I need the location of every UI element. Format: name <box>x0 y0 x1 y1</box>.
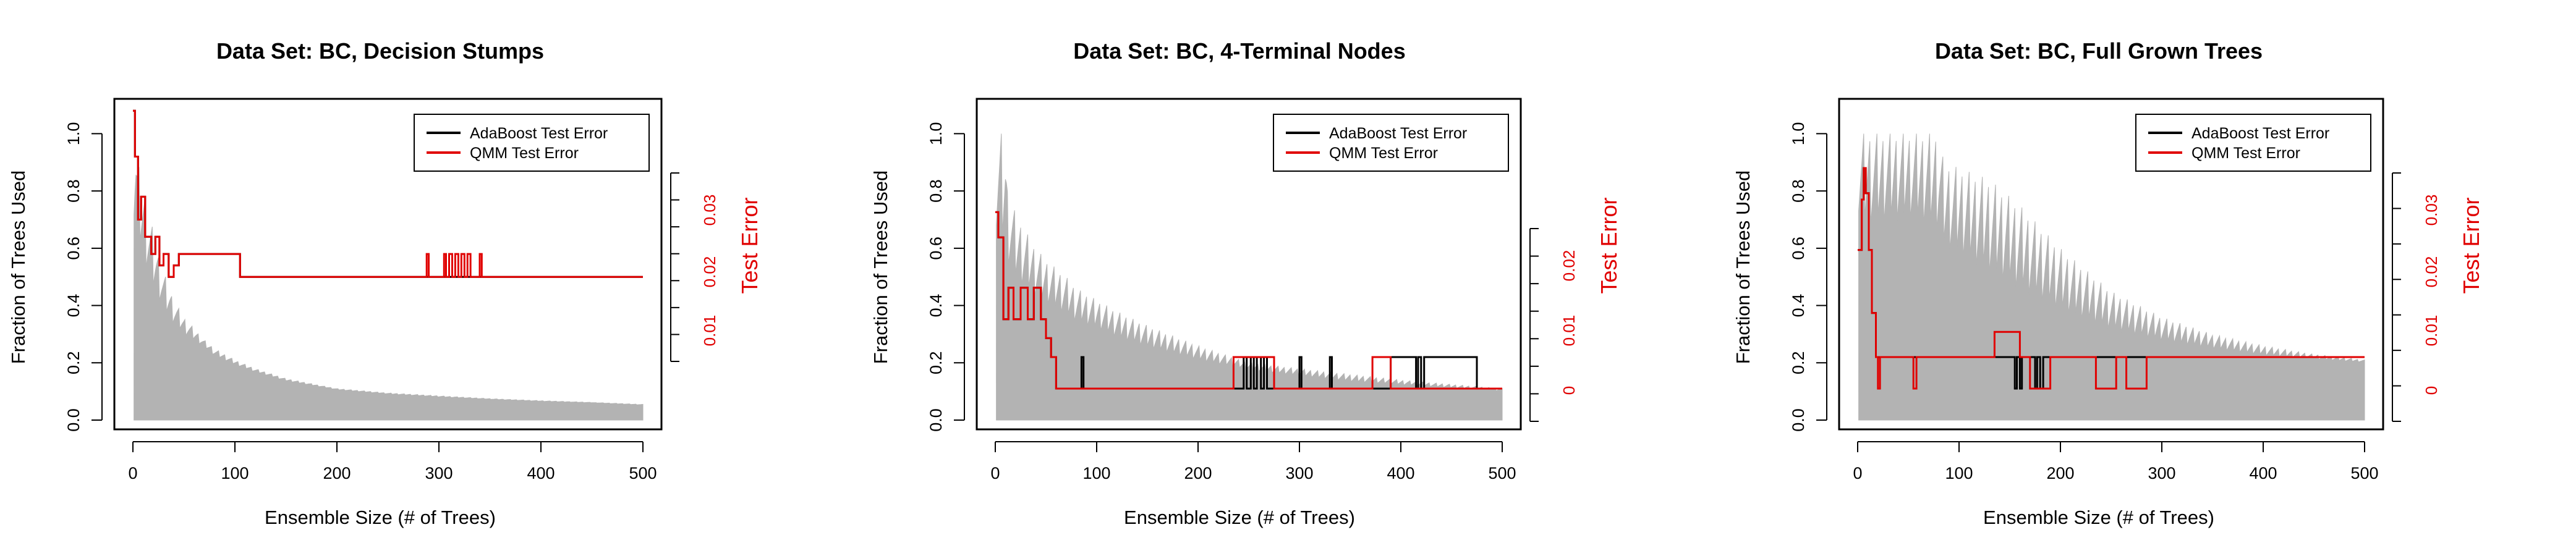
y-tick-label: 1.0 <box>1789 122 1808 146</box>
y2-tick-label: 0.01 <box>700 315 719 347</box>
y-tick-label: 0.2 <box>64 351 83 374</box>
y-tick-label: 0.0 <box>64 408 83 432</box>
x-tick-label: 300 <box>2148 464 2175 482</box>
chart-panel-2: Data Set: BC, 4-Terminal Nodes 0 100 200 300… <box>870 38 1622 528</box>
x-axis-label: Ensemble Size (# of Trees) <box>265 507 496 528</box>
legend-box <box>1273 114 1509 172</box>
y-tick-label: 0.2 <box>1789 351 1808 374</box>
y-tick-label: 0.6 <box>927 237 945 260</box>
y-tick-label: 0.8 <box>64 179 83 203</box>
y-tick-label: 0.4 <box>64 294 83 318</box>
y-tick-label: 0.8 <box>1789 179 1808 203</box>
y-tick-label: 0.4 <box>927 294 945 318</box>
y2-tick-label: 0 <box>1560 386 1578 395</box>
x-tick-label: 300 <box>425 464 453 482</box>
y-tick-label: 0.2 <box>927 351 945 374</box>
y-tick-label: 0.0 <box>1789 408 1808 432</box>
x-tick-label: 400 <box>2249 464 2277 482</box>
y2-tick-label: 0.03 <box>700 195 719 226</box>
legend-label: QMM Test Error <box>470 145 579 162</box>
x-tick-label: 500 <box>1488 464 1516 482</box>
chart-panel-3: Data Set: BC, Full Grown Trees 0 100 200 300… <box>1732 38 2484 528</box>
x-tick-label: 500 <box>2350 464 2378 482</box>
y2-tick-label: 0.03 <box>2422 195 2441 226</box>
x-tick-label: 200 <box>1184 464 1212 482</box>
plot-area <box>1858 133 2365 421</box>
x-tick-label: 300 <box>1285 464 1313 482</box>
x-tick-label: 0 <box>128 464 137 482</box>
x-tick-label: 200 <box>323 464 351 482</box>
qmm-error-line <box>1858 167 2365 390</box>
y2-tick-label: 0.01 <box>2422 315 2441 347</box>
y-tick-label: 0.6 <box>1789 237 1808 260</box>
x-tick-label: 100 <box>1945 464 1973 482</box>
x-tick-label: 400 <box>527 464 555 482</box>
plot-frame <box>976 98 1522 431</box>
y-axis-label: Fraction of Trees Used <box>7 171 29 364</box>
fraction-trees-area <box>996 133 1503 421</box>
y-tick-label: 1.0 <box>64 122 83 146</box>
chart-title: Data Set: BC, Decision Stumps <box>216 38 544 64</box>
y2-axis-label: Test Error <box>1596 197 1622 293</box>
x-axis-label: Ensemble Size (# of Trees) <box>1983 507 2214 528</box>
fraction-trees-area <box>134 167 644 421</box>
y-tick-label: 0.4 <box>1789 294 1808 318</box>
y2-tick-label: 0.02 <box>700 256 719 288</box>
plot-frame <box>113 98 663 431</box>
legend-label: QMM Test Error <box>2191 145 2300 162</box>
x-tick-label: 0 <box>990 464 1000 482</box>
chart-title: Data Set: BC, 4-Terminal Nodes <box>1073 38 1405 64</box>
legend-box <box>414 114 650 172</box>
x-tick-label: 100 <box>1082 464 1110 482</box>
chart-panel-1: Data Set: BC, Decision Stumps 0 100 200 300 4… <box>7 38 762 528</box>
x-tick-label: 0 <box>1853 464 1862 482</box>
qmm-error-line <box>995 211 1502 390</box>
legend-label: QMM Test Error <box>1329 145 1438 162</box>
legend-label: AdaBoost Test Error <box>2191 125 2329 142</box>
x-tick-label: 200 <box>2046 464 2074 482</box>
y-tick-label: 0.0 <box>927 408 945 432</box>
plot-area <box>995 133 1503 421</box>
plot-frame <box>1838 98 2384 431</box>
y2-tick-label: 0.02 <box>1560 250 1578 282</box>
y2-tick-label: 0 <box>2422 386 2441 395</box>
y2-axis-label: Test Error <box>2459 197 2484 293</box>
x-axis-label: Ensemble Size (# of Trees) <box>1124 507 1355 528</box>
legend-box <box>2135 114 2371 172</box>
x-tick-label: 100 <box>221 464 249 482</box>
y-tick-label: 1.0 <box>927 122 945 146</box>
y-tick-label: 0.8 <box>927 179 945 203</box>
legend-label: AdaBoost Test Error <box>1329 125 1467 142</box>
x-tick-label: 500 <box>629 464 657 482</box>
y-axis-label: Fraction of Trees Used <box>870 171 891 364</box>
y-tick-label: 0.6 <box>64 237 83 260</box>
x-tick-label: 400 <box>1387 464 1414 482</box>
y2-tick-label: 0.01 <box>1560 315 1578 347</box>
qmm-error-line <box>133 109 643 278</box>
y2-axis-label: Test Error <box>737 197 762 293</box>
legend-label: AdaBoost Test Error <box>470 125 608 142</box>
fraction-trees-area <box>1858 133 2365 421</box>
y2-tick-label: 0.02 <box>2422 256 2441 288</box>
plot-area <box>133 109 644 421</box>
y-axis-label: Fraction of Trees Used <box>1732 171 1754 364</box>
chart-title: Data Set: BC, Full Grown Trees <box>1935 38 2263 64</box>
